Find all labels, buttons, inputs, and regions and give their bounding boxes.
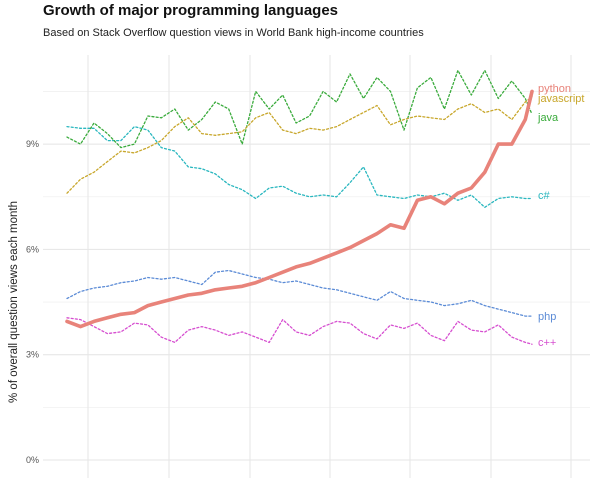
y-axis-ticks: 0% 3% 6% 9% [26,139,39,465]
y-tick-label: 3% [26,350,39,360]
series-label-csharp: c# [538,190,551,202]
chart-title: Growth of major programming languages [43,2,339,19]
y-axis-label: % of overall question views each month [8,201,20,403]
series-line-cpp [66,317,533,345]
grid-lines [43,55,590,478]
series-lines [65,69,534,345]
series-line-csharp [66,125,533,208]
series-line-javascript [66,96,533,194]
y-tick-label: 9% [26,139,39,149]
series-label-javascript: javascript [537,93,584,105]
series-line-php [66,269,533,317]
chart-subtitle: Based on Stack Overflow question views i… [43,27,424,39]
series-label-cpp: c++ [538,337,556,349]
series-label-php: php [538,311,556,323]
series-label-java: java [537,112,559,124]
series-label-python: python [538,83,571,95]
y-tick-label: 6% [26,244,39,254]
series-line-java [66,69,533,149]
series-line-python [65,89,534,329]
y-tick-label: 0% [26,455,39,465]
